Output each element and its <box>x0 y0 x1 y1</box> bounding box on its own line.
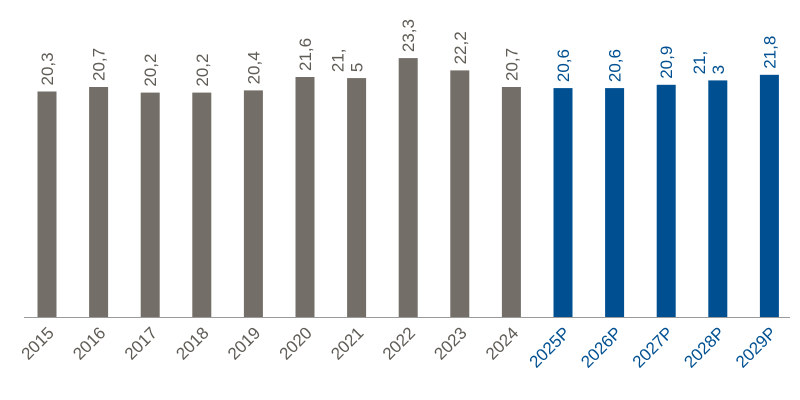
x-tick-label-2015: 2015 <box>18 323 58 363</box>
x-tick-label-2019: 2019 <box>224 323 264 363</box>
bar-2026P <box>605 88 625 317</box>
value-label-2016: 20,7 <box>90 48 109 81</box>
bar-2028P <box>708 80 728 318</box>
value-labels-group: 20,3 20,7 20,2 20,2 20,4 21,6 21,523,3 22,220,7… <box>38 19 779 87</box>
bar-2019 <box>243 90 263 318</box>
value-label-part: 5 <box>348 63 367 72</box>
value-label-2021: 21,5 <box>329 48 367 72</box>
bar-2022 <box>398 58 418 317</box>
bar-2025P <box>553 88 573 317</box>
value-label-2025P: 20,6 <box>554 49 573 82</box>
bar-2027P <box>656 84 676 317</box>
x-tick-label-2029P: 2029P <box>732 323 780 371</box>
x-tick-label-2027P: 2027P <box>629 323 677 371</box>
value-label-2024: 20,7 <box>502 48 521 81</box>
value-label-2018: 20,2 <box>193 54 212 87</box>
bar-2024 <box>501 87 521 317</box>
value-label-part: 21, <box>329 48 348 72</box>
x-tick-label-2025P: 2025P <box>526 323 574 371</box>
bar-2029P <box>759 74 779 317</box>
x-tick-label-2021: 2021 <box>327 323 367 363</box>
value-label-part: 21, <box>690 51 709 75</box>
value-label-2027P: 20,9 <box>657 46 676 79</box>
value-label-2023: 22,2 <box>451 31 470 64</box>
value-label-2028P: 21,3 <box>690 51 728 75</box>
bar-2021 <box>347 78 367 317</box>
x-tick-labels-group: 2015 2016 2017 2018 2019 2020 2021 2022 2023 2024… <box>18 323 781 371</box>
bar-2023 <box>450 70 470 318</box>
value-label-2022: 23,3 <box>399 19 418 52</box>
bars-group <box>37 58 779 318</box>
value-label-2026P: 20,6 <box>606 49 625 82</box>
value-label-2019: 20,4 <box>244 51 263 84</box>
value-label-2029P: 21,8 <box>760 36 779 69</box>
value-label-2017: 20,2 <box>141 54 160 87</box>
x-tick-label-2024: 2024 <box>482 323 522 363</box>
x-tick-label-2020: 2020 <box>276 323 316 363</box>
value-label-2020: 21,6 <box>296 38 315 71</box>
bar-2017 <box>140 92 160 317</box>
x-tick-label-2028P: 2028P <box>680 323 728 371</box>
x-tick-label-2017: 2017 <box>121 323 161 363</box>
bar-2015 <box>37 91 57 317</box>
x-tick-label-2016: 2016 <box>69 323 109 363</box>
x-tick-label-2022: 2022 <box>379 323 419 363</box>
bar-2018 <box>192 92 212 317</box>
value-label-part: 3 <box>709 65 728 74</box>
x-tick-label-2018: 2018 <box>172 323 212 363</box>
value-label-2015: 20,3 <box>38 52 57 85</box>
bar-2020 <box>295 77 315 317</box>
x-tick-label-2026P: 2026P <box>577 323 625 371</box>
x-tick-label-2023: 2023 <box>430 323 470 363</box>
bar-2016 <box>89 87 109 317</box>
